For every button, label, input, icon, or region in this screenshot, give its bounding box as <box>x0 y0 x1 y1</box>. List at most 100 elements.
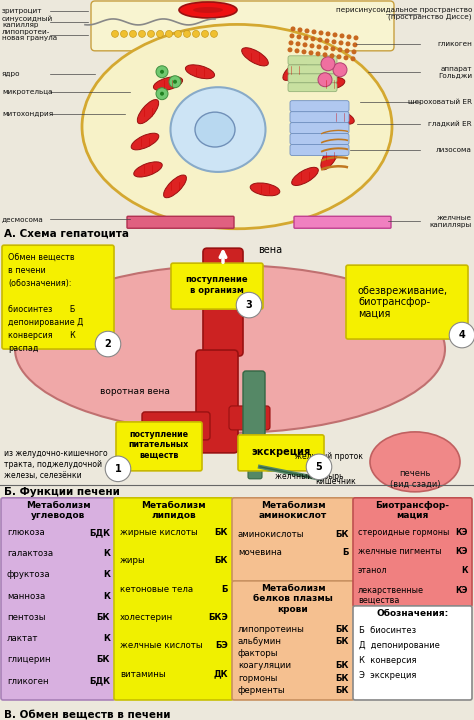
Circle shape <box>319 30 323 35</box>
Ellipse shape <box>179 2 237 18</box>
Text: БК: БК <box>336 637 349 646</box>
Text: кетоновые тела: кетоновые тела <box>120 585 193 593</box>
Circle shape <box>147 30 155 37</box>
Text: Метаболизм
углеводов: Метаболизм углеводов <box>26 501 91 521</box>
Circle shape <box>295 41 301 46</box>
Text: БК: БК <box>336 530 349 539</box>
FancyBboxPatch shape <box>294 216 391 228</box>
Circle shape <box>156 66 168 78</box>
Text: КЭ: КЭ <box>456 528 468 537</box>
Text: в печени: в печени <box>8 266 46 275</box>
Ellipse shape <box>321 143 339 170</box>
Text: БК: БК <box>97 655 110 665</box>
Text: Э  экскреция: Э экскреция <box>359 671 416 680</box>
Text: БДК: БДК <box>89 677 110 685</box>
Text: биосинтез       Б: биосинтез Б <box>8 305 75 314</box>
FancyBboxPatch shape <box>346 265 468 339</box>
Circle shape <box>316 51 320 56</box>
Text: Обмен веществ: Обмен веществ <box>8 253 74 262</box>
FancyBboxPatch shape <box>2 246 114 349</box>
Text: БК: БК <box>336 674 349 683</box>
Text: В. Обмен веществ в печени: В. Обмен веществ в печени <box>4 710 171 720</box>
Circle shape <box>301 50 307 54</box>
FancyBboxPatch shape <box>196 350 238 453</box>
Text: витамины: витамины <box>120 670 165 679</box>
Text: 4: 4 <box>459 330 465 340</box>
Text: Б: Б <box>221 585 228 593</box>
FancyBboxPatch shape <box>114 498 233 700</box>
Circle shape <box>339 33 345 38</box>
Circle shape <box>330 46 336 51</box>
Circle shape <box>326 32 330 37</box>
Text: желчные
капилляры: желчные капилляры <box>430 215 472 228</box>
Text: БК: БК <box>336 662 349 670</box>
Circle shape <box>337 54 341 59</box>
Text: ДК: ДК <box>213 670 228 679</box>
Circle shape <box>309 50 313 55</box>
FancyBboxPatch shape <box>290 133 349 145</box>
Ellipse shape <box>326 109 354 125</box>
FancyBboxPatch shape <box>91 1 394 51</box>
Text: митохондрия: митохондрия <box>2 111 53 117</box>
Text: холестерин: холестерин <box>120 613 173 622</box>
Text: аминокислоты: аминокислоты <box>238 530 304 539</box>
Text: конверсия       К: конверсия К <box>8 331 76 340</box>
Ellipse shape <box>283 59 307 81</box>
FancyBboxPatch shape <box>1 498 115 700</box>
Circle shape <box>173 80 177 84</box>
Circle shape <box>297 35 301 40</box>
Circle shape <box>174 30 182 37</box>
Circle shape <box>183 30 191 37</box>
Text: Метаболизм
аминокислот: Метаболизм аминокислот <box>259 501 327 521</box>
Text: шероховатый ER: шероховатый ER <box>408 99 472 105</box>
Text: аппарат
Гольджи: аппарат Гольджи <box>438 66 472 78</box>
FancyBboxPatch shape <box>243 371 265 452</box>
FancyBboxPatch shape <box>288 65 337 73</box>
Ellipse shape <box>131 133 159 150</box>
Text: 1: 1 <box>115 464 121 474</box>
Text: факторы: факторы <box>238 649 279 658</box>
Circle shape <box>331 40 337 45</box>
Ellipse shape <box>242 48 268 66</box>
FancyBboxPatch shape <box>127 216 234 228</box>
Text: липопротеи-
новая гранула: липопротеи- новая гранула <box>2 29 57 41</box>
Text: Б  биосинтез: Б биосинтез <box>359 626 416 635</box>
Circle shape <box>111 30 118 37</box>
Ellipse shape <box>171 87 265 172</box>
FancyBboxPatch shape <box>353 498 472 607</box>
Text: 3: 3 <box>246 300 252 310</box>
Text: ферменты: ферменты <box>238 686 286 695</box>
Circle shape <box>156 30 164 37</box>
FancyBboxPatch shape <box>353 606 472 700</box>
FancyBboxPatch shape <box>232 581 354 700</box>
Circle shape <box>210 30 218 37</box>
Circle shape <box>344 55 348 60</box>
Circle shape <box>322 53 328 58</box>
Text: пентозы: пентозы <box>7 613 46 622</box>
Text: гликоген: гликоген <box>7 677 49 685</box>
Text: эритроцит: эритроцит <box>2 8 43 14</box>
Text: БЭ: БЭ <box>215 642 228 650</box>
Circle shape <box>350 56 356 61</box>
Circle shape <box>346 35 352 40</box>
FancyBboxPatch shape <box>238 435 324 471</box>
Circle shape <box>337 48 343 53</box>
Text: десмосома: десмосома <box>2 216 44 222</box>
Text: лактат: лактат <box>7 634 38 643</box>
Text: жиры: жиры <box>120 556 146 565</box>
Circle shape <box>294 48 300 53</box>
FancyBboxPatch shape <box>142 412 210 440</box>
Text: ядро: ядро <box>2 71 20 77</box>
Text: БК: БК <box>215 556 228 565</box>
Text: обезвреживание,
биотрансфор-
мация: обезвреживание, биотрансфор- мация <box>358 286 448 319</box>
Text: стероидные гормоны: стероидные гормоны <box>358 528 449 537</box>
Text: Метаболизм
белков плазмы
крови: Метаболизм белков плазмы крови <box>253 584 333 613</box>
Ellipse shape <box>164 175 186 198</box>
Circle shape <box>160 70 164 73</box>
Text: воротная вена: воротная вена <box>100 387 170 397</box>
Circle shape <box>318 37 322 42</box>
Text: коагуляции: коагуляции <box>238 662 291 670</box>
Ellipse shape <box>370 432 460 492</box>
Circle shape <box>138 30 146 37</box>
FancyBboxPatch shape <box>290 122 349 133</box>
